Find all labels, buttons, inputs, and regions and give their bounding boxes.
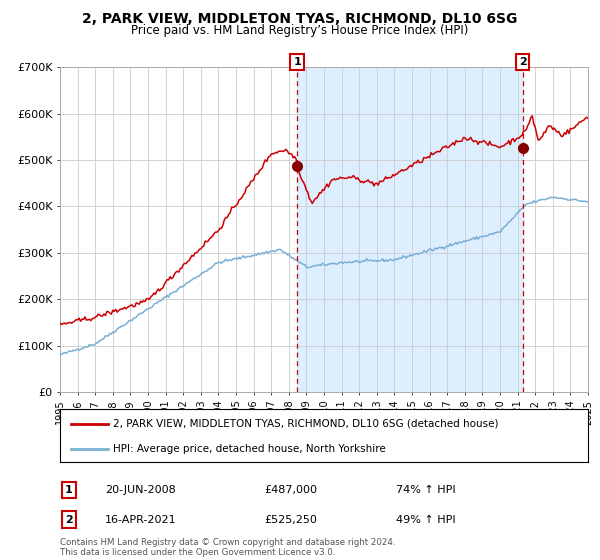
Text: £487,000: £487,000 xyxy=(264,485,317,495)
Text: 1: 1 xyxy=(293,57,301,67)
Text: 2: 2 xyxy=(65,515,73,525)
Text: 49% ↑ HPI: 49% ↑ HPI xyxy=(396,515,455,525)
Text: 1: 1 xyxy=(65,485,73,495)
Text: 74% ↑ HPI: 74% ↑ HPI xyxy=(396,485,455,495)
Text: 16-APR-2021: 16-APR-2021 xyxy=(105,515,176,525)
Text: Price paid vs. HM Land Registry’s House Price Index (HPI): Price paid vs. HM Land Registry’s House … xyxy=(131,24,469,36)
Text: 2: 2 xyxy=(519,57,527,67)
Text: HPI: Average price, detached house, North Yorkshire: HPI: Average price, detached house, Nort… xyxy=(113,444,386,454)
Text: 2, PARK VIEW, MIDDLETON TYAS, RICHMOND, DL10 6SG: 2, PARK VIEW, MIDDLETON TYAS, RICHMOND, … xyxy=(82,12,518,26)
Text: 20-JUN-2008: 20-JUN-2008 xyxy=(105,485,176,495)
Text: 2, PARK VIEW, MIDDLETON TYAS, RICHMOND, DL10 6SG (detached house): 2, PARK VIEW, MIDDLETON TYAS, RICHMOND, … xyxy=(113,419,499,429)
Text: Contains HM Land Registry data © Crown copyright and database right 2024.
This d: Contains HM Land Registry data © Crown c… xyxy=(60,538,395,557)
Bar xyxy=(297,67,523,392)
Text: £525,250: £525,250 xyxy=(264,515,317,525)
